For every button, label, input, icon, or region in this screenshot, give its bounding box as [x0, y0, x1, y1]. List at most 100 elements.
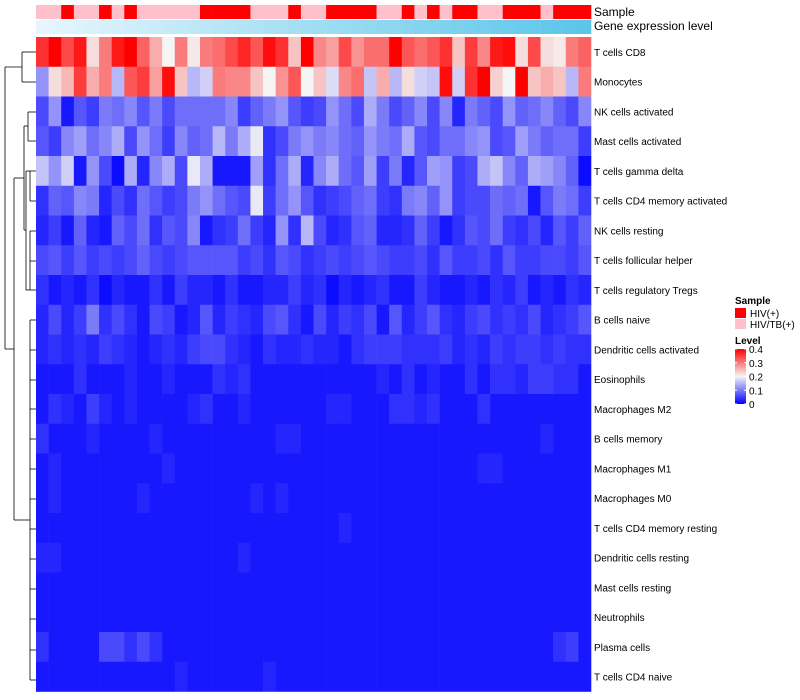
heatmap-cell [36, 542, 49, 573]
heatmap-cell [149, 66, 163, 97]
heatmap-cell [414, 632, 428, 663]
heatmap-cell [275, 37, 289, 68]
heatmap-cell [414, 364, 428, 395]
heatmap-cell [490, 602, 504, 633]
heatmap-cell [99, 275, 112, 306]
heatmap-cell [99, 96, 112, 127]
heatmap-cell [477, 37, 491, 68]
heatmap-cell [338, 37, 352, 68]
heatmap-cell [48, 542, 62, 573]
heatmap-cell [326, 37, 340, 68]
heatmap-cell [300, 215, 314, 246]
heatmap-cell [136, 245, 150, 276]
heatmap-cell [553, 37, 567, 68]
heatmap-cell [174, 423, 188, 454]
heatmap-cell [187, 245, 201, 276]
heatmap-cell [477, 602, 491, 633]
heatmap-cell [515, 156, 529, 187]
heatmap-cell [565, 572, 579, 603]
heatmap-cell [363, 275, 377, 306]
heatmap-cell [124, 37, 138, 68]
heatmap-cell [212, 602, 226, 633]
sample-annotation-cell [187, 5, 201, 19]
heatmap-cell [351, 275, 365, 306]
heatmap-cell [540, 37, 554, 68]
sample-annotation-cell [527, 5, 541, 19]
heatmap-cell [136, 483, 150, 514]
heatmap-cell [439, 423, 453, 454]
heatmap-cell [187, 126, 201, 157]
heatmap-cell [86, 185, 100, 216]
expression-annotation-cell [376, 20, 390, 34]
heatmap-cell [300, 632, 314, 663]
heatmap-cell [99, 185, 112, 216]
heatmap-cell [300, 275, 314, 306]
heatmap-cell [313, 572, 327, 603]
heatmap-cell [565, 661, 579, 692]
heatmap-cell [439, 304, 453, 335]
heatmap-cell [401, 542, 415, 573]
heatmap-cell [174, 66, 188, 97]
level-legend: Level 0.4 0.3 0.2 0.1 0 [735, 336, 763, 411]
heatmap-cell [48, 37, 62, 68]
sample-annotation-track [36, 5, 592, 19]
heatmap-cell [565, 602, 579, 633]
heatmap-cell [111, 96, 125, 127]
heatmap-cell [212, 156, 226, 187]
heatmap-cell [376, 483, 390, 514]
heatmap-cell [527, 185, 541, 216]
heatmap-cell [401, 126, 415, 157]
heatmap-cell [149, 364, 163, 395]
heatmap-cell [389, 364, 403, 395]
expression-annotation-cell [225, 20, 239, 34]
heatmap-cell [351, 304, 365, 335]
heatmap-cell [162, 542, 176, 573]
heatmap-cell [452, 513, 466, 544]
heatmap-cell [527, 483, 541, 514]
heatmap-cell [477, 96, 491, 127]
heatmap-cell [36, 37, 49, 68]
heatmap-cell [73, 126, 87, 157]
heatmap-cell [477, 513, 491, 544]
heatmap-cell [300, 394, 314, 425]
heatmap-cell [540, 215, 554, 246]
sample-annotation-cell [313, 5, 327, 19]
sample-annotation-cell [61, 5, 75, 19]
heatmap-cell [174, 156, 188, 187]
heatmap-cell [502, 66, 516, 97]
heatmap-cell [376, 661, 390, 692]
heatmap-cell [376, 542, 390, 573]
heatmap-cell [477, 661, 491, 692]
heatmap-cell [149, 483, 163, 514]
heatmap-cell [540, 245, 554, 276]
heatmap-cell [275, 483, 289, 514]
heatmap-cell [414, 334, 428, 365]
heatmap-cell [477, 334, 491, 365]
expression-annotation-cell [414, 20, 428, 34]
heatmap-cell [288, 275, 302, 306]
heatmap-cell [338, 394, 352, 425]
heatmap-cell [61, 542, 75, 573]
heatmap-cell [540, 423, 554, 454]
heatmap-cell [313, 66, 327, 97]
heatmap-cell [36, 632, 49, 663]
heatmap-cell [376, 364, 390, 395]
heatmap-cell [313, 661, 327, 692]
heatmap-cell [237, 661, 251, 692]
heatmap-cell [275, 632, 289, 663]
heatmap-cell [136, 364, 150, 395]
heatmap-cell [565, 66, 579, 97]
row-label: T cells CD4 memory resting [594, 524, 717, 535]
heatmap-cell [250, 96, 264, 127]
heatmap-cell [326, 334, 340, 365]
heatmap-cell [86, 483, 100, 514]
heatmap-cell [111, 632, 125, 663]
heatmap-cell [263, 156, 276, 187]
heatmap-cell [452, 66, 466, 97]
heatmap-cell [73, 156, 87, 187]
heatmap-cell [99, 661, 112, 692]
sample-annotation-cell [199, 5, 213, 19]
heatmap-cell [263, 66, 276, 97]
heatmap-cell [174, 334, 188, 365]
heatmap-cell [36, 364, 49, 395]
